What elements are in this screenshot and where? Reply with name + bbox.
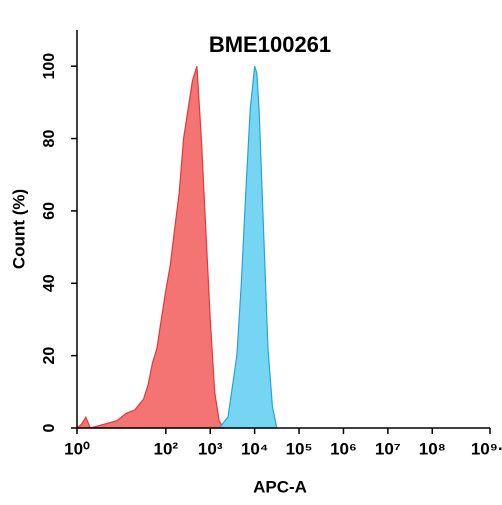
chart-title: BME100261: [209, 32, 331, 57]
x-tick-label: 10²: [154, 439, 179, 458]
y-tick-label: 80: [41, 130, 58, 148]
x-tick-label: 10⁶: [330, 439, 357, 458]
histogram-area: [217, 66, 278, 429]
x-tick-label: 10⁵: [286, 439, 313, 458]
histogram-area: [75, 66, 225, 429]
x-axis-label: APC-A: [253, 477, 307, 496]
x-tick-label: 10⁸: [419, 439, 446, 458]
y-axis-label: Count (%): [9, 189, 28, 269]
x-tick-label: 10³: [198, 439, 223, 458]
x-tick-label: 10⁹·³: [471, 439, 502, 458]
y-tick-label: 0: [41, 423, 58, 432]
x-tick-label: 10⁷: [375, 439, 401, 458]
x-tick-label: 10⁴: [241, 439, 268, 458]
y-tick-label: 20: [41, 347, 58, 365]
y-tick-label: 100: [41, 53, 58, 80]
x-tick-label: 10⁰: [64, 439, 90, 458]
y-tick-label: 40: [41, 274, 58, 292]
y-tick-label: 60: [41, 202, 58, 220]
